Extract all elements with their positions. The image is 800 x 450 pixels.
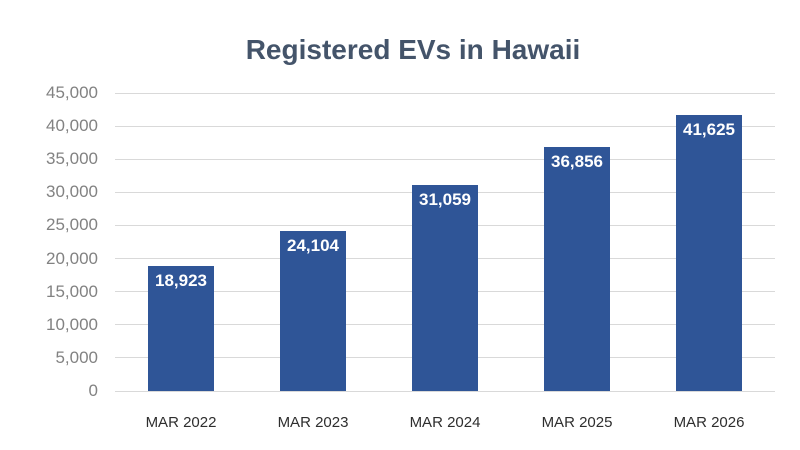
y-axis-tick-label: 10,000 — [46, 314, 98, 334]
bar-value-label: 18,923 — [155, 270, 207, 290]
y-axis-tick-label: 30,000 — [46, 182, 98, 202]
y-axis-tick-label: 15,000 — [46, 281, 98, 301]
y-axis-tick-label: 45,000 — [46, 83, 98, 102]
y-axis-tick-label: 0 — [88, 381, 98, 400]
bar-mar-2025: 36,856 — [544, 146, 610, 391]
bar-value-label: 24,104 — [287, 236, 339, 256]
plot-area: 18,923 24,104 31,059 36,856 41,625 — [115, 92, 775, 392]
bar-mar-2024: 31,059 — [412, 185, 478, 391]
y-axis-tick-label: 25,000 — [46, 215, 98, 235]
bar-mar-2026: 41,625 — [676, 115, 742, 391]
bar-value-label: 31,059 — [419, 190, 471, 210]
gridline — [115, 158, 775, 160]
x-axis-tick-label: MAR 2026 — [673, 414, 745, 431]
y-axis-tick-label: 20,000 — [46, 248, 98, 268]
y-axis-tick-label: 5,000 — [55, 347, 98, 367]
bar-mar-2023: 24,104 — [280, 231, 346, 391]
x-axis-tick-label: MAR 2024 — [409, 414, 481, 431]
chart-title: Registered EVs in Hawaii — [245, 34, 581, 65]
bar-mar-2022: 18,923 — [148, 265, 214, 391]
x-axis-tick-label: MAR 2025 — [541, 414, 613, 431]
y-axis-tick-label: 35,000 — [46, 149, 98, 169]
gridline — [115, 125, 775, 127]
gridline — [115, 390, 775, 392]
x-axis-tick-label: MAR 2023 — [277, 414, 349, 431]
bar-value-label: 41,625 — [683, 120, 735, 140]
gridline — [115, 92, 775, 94]
y-axis-tick-label: 40,000 — [46, 116, 98, 136]
x-axis-tick-label: MAR 2022 — [145, 414, 217, 431]
bar-value-label: 36,856 — [551, 151, 603, 171]
